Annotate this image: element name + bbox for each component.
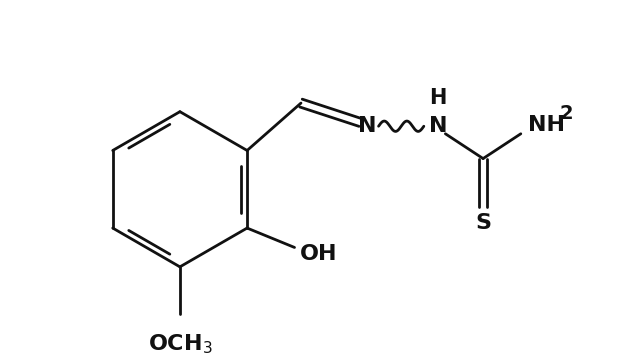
Text: OH: OH — [300, 244, 337, 264]
Text: OCH$_3$: OCH$_3$ — [148, 333, 212, 356]
Text: N: N — [429, 116, 447, 136]
Text: N: N — [358, 116, 376, 136]
Text: H: H — [429, 88, 447, 108]
Text: NH: NH — [529, 115, 565, 135]
Text: 2: 2 — [559, 104, 573, 123]
Text: S: S — [475, 213, 491, 233]
